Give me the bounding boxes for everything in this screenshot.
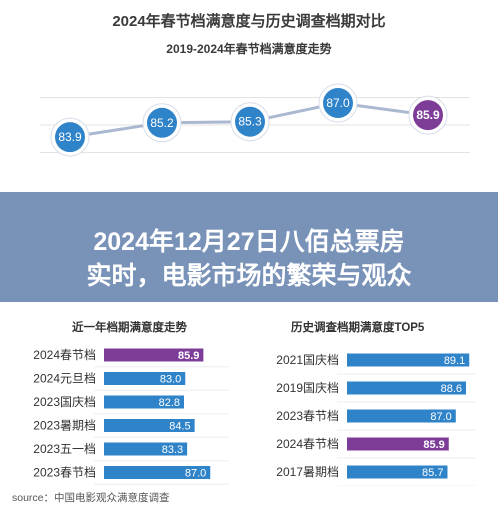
point-label: 85.2 [150, 116, 174, 130]
category-label: 2024元旦档 [33, 372, 96, 386]
left-panel-title: 近一年档期满意度走势 [72, 322, 187, 334]
bar-value-label: 87.0 [185, 468, 206, 480]
point-label: 83.9 [58, 130, 82, 144]
bar [104, 466, 211, 479]
bar [104, 395, 184, 409]
point-label: 85.3 [238, 115, 262, 129]
line-chart: 83.9 85.2 85.3 87.0 85.9 [40, 83, 470, 157]
category-label: 2024春节档 [33, 348, 96, 362]
source-note: source：中国电影观众满意度调查 [12, 492, 170, 504]
point-label: 85.9 [416, 108, 440, 122]
bar-value-label: 84.5 [169, 421, 190, 433]
bar [104, 419, 195, 432]
bar [347, 353, 470, 367]
bar-value-label: 89.1 [444, 355, 465, 367]
bar [347, 409, 456, 423]
bar [347, 465, 448, 479]
headline-line-1: 2024年12月27日八佰总票房 [93, 228, 405, 256]
bar-value-label: 85.9 [178, 350, 199, 362]
bar [104, 372, 186, 385]
category-label: 2023五一档 [33, 442, 96, 456]
category-label: 2021国庆档 [276, 353, 339, 367]
category-label: 2023春节档 [33, 466, 96, 480]
bar [104, 348, 204, 362]
data-point [323, 88, 353, 118]
bar-value-label: 85.9 [423, 439, 444, 451]
bar-value-label: 88.6 [441, 383, 462, 395]
right-panel-title: 历史调查档期满意度TOP5 [291, 322, 425, 334]
headline-line-2: 实时，电影市场的繁荣与观众 [86, 262, 412, 290]
bar-value-label: 85.7 [422, 467, 443, 479]
line-chart-subtitle: 2019-2024年春节档满意度走势 [166, 42, 332, 56]
chart-title: 2024年春节档满意度与历史调查档期对比 [112, 13, 386, 30]
bar-value-label: 83.3 [162, 444, 183, 456]
bar [347, 381, 467, 395]
bar-value-label: 82.8 [159, 397, 180, 409]
bar-value-label: 87.0 [430, 411, 451, 423]
category-label: 2023国庆档 [33, 395, 96, 409]
data-point [235, 106, 265, 137]
data-point [55, 122, 85, 153]
category-label: 2024春节档 [276, 437, 339, 451]
point-label: 87.0 [326, 96, 350, 110]
left-bar-chart: 2024春节档 85.9 2024元旦档 83.0 2023国庆档 82.8 2023暑期档… [33, 348, 229, 485]
bar-value-label: 83.0 [160, 374, 181, 386]
bar [347, 437, 449, 451]
data-point [413, 100, 443, 131]
category-label: 2023暑期档 [33, 419, 96, 433]
category-label: 2023春节档 [276, 409, 339, 423]
category-label: 2019国庆档 [276, 381, 339, 395]
data-point [147, 107, 177, 138]
right-bar-chart: 2021国庆档 89.1 2019国庆档 88.6 2023春节档 87.0 2024春节档… [276, 353, 475, 486]
category-label: 2017暑期档 [276, 465, 339, 479]
headline-banner: 2024年12月27日八佰总票房 实时，电影市场的繁荣与观众 [0, 192, 498, 302]
bar [104, 442, 188, 456]
